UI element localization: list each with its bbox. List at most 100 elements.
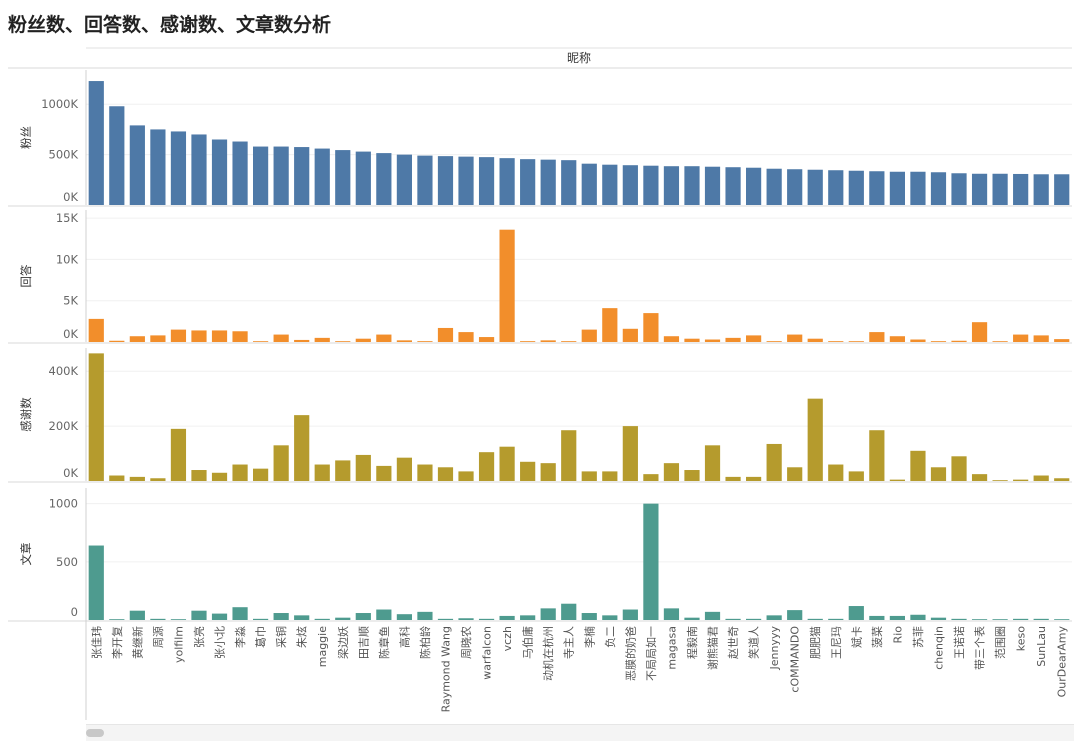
x-tick-label: 葛巾 (254, 626, 268, 648)
bar-感谢数-张亮 (191, 470, 207, 481)
bar-文章-田吉顺 (355, 613, 371, 620)
x-tick-label: 动机在杭州 (541, 626, 555, 681)
bar-感谢数-王诺诺 (951, 456, 967, 481)
bar-回答-采铜 (273, 334, 289, 342)
series-label-3: 感谢数 (19, 397, 33, 432)
bar-粉丝-田吉顺 (355, 151, 371, 205)
y-tick-label: 0K (63, 190, 78, 204)
bar-回答-程毅南 (684, 338, 700, 342)
bar-感谢数-带三个表 (971, 474, 988, 481)
bar-文章-动机在杭州 (540, 608, 556, 620)
bar-粉丝-采铜 (273, 146, 289, 205)
x-tick-label: warfalcon (481, 626, 494, 680)
x-tick-label: cOMMANDO (789, 626, 802, 693)
bar-回答-magasa (663, 336, 680, 342)
x-tick-label: 负二 (603, 626, 617, 648)
bar-粉丝-斌卡 (848, 170, 864, 205)
y-tick-label: 1000 (49, 497, 78, 511)
bar-感谢数-OurDearAmy (1054, 478, 1070, 481)
bar-粉丝-magasa (663, 166, 680, 205)
bar-感谢数-黄继新 (129, 476, 145, 481)
panel-3: 0K 200K 400K 感谢数 (8, 348, 1072, 483)
y-tick-label: 400K (49, 364, 79, 378)
bar-文章-梁边妖 (335, 617, 351, 620)
bar-感谢数-yolfilm (170, 428, 187, 481)
y-tick-label: 1000K (41, 97, 78, 111)
x-tick-label: 程毅南 (685, 626, 699, 659)
bar-回答-张小北 (211, 330, 228, 342)
bar-粉丝-带三个表 (971, 173, 988, 205)
bar-文章-范围圈 (992, 619, 1008, 620)
bar-回答-cOMMANDO (787, 334, 803, 342)
bar-粉丝-谢熊猫君 (704, 166, 721, 205)
bar-感谢数-keso (1013, 479, 1029, 481)
horizontal-scrollbar[interactable] (86, 724, 1074, 741)
bar-粉丝-陈章鱼 (376, 153, 392, 205)
x-tick-label: 王尼玛 (830, 626, 843, 659)
y-tick-label: 0 (71, 605, 78, 619)
bar-感谢数-负二 (602, 471, 618, 481)
x-tick-label: 不局局如一 (644, 626, 658, 681)
bar-回答-陈章鱼 (376, 334, 392, 342)
bar-文章-张亮 (191, 610, 207, 620)
bar-回答-苏菲 (910, 339, 926, 342)
bar-回答-带三个表 (971, 322, 988, 342)
bar-感谢数-笑道人 (746, 476, 762, 481)
x-tick-label: 笑道人 (747, 626, 761, 659)
bar-文章-不局局如一 (643, 503, 659, 620)
bar-文章-magasa (663, 608, 680, 620)
column-header-label: 昵称 (567, 51, 591, 65)
y-tick-label: 0K (63, 327, 78, 341)
bar-回答-OurDearAmy (1054, 339, 1070, 342)
x-tick-label: yolfilm (172, 626, 185, 663)
bar-回答-李楠 (581, 329, 597, 342)
bar-回答-王尼玛 (828, 341, 844, 342)
bar-粉丝-程毅南 (684, 166, 700, 205)
x-tick-label: 陈柏龄 (418, 626, 432, 659)
bar-回答-肥肥猫 (807, 338, 823, 342)
bar-回答-SunLau (1033, 335, 1049, 342)
bar-粉丝-yolfilm (170, 131, 187, 205)
bar-粉丝-vczh (499, 158, 515, 205)
bar-感谢数-张小北 (211, 472, 228, 481)
bar-粉丝-黄继新 (129, 125, 145, 205)
x-tick-label: 张亮 (192, 626, 206, 648)
bar-回答-黄继新 (129, 336, 145, 342)
bar-回答-Jennyyy (766, 341, 782, 342)
bar-文章-葛巾 (253, 618, 269, 620)
bar-回答-梁边妖 (335, 341, 351, 342)
bar-文章-笑道人 (746, 618, 762, 620)
bar-粉丝-周晓农 (458, 156, 474, 205)
bar-粉丝-高科 (396, 154, 412, 205)
bar-回答-赵世奇 (725, 337, 741, 342)
bar-文章-vczh (499, 615, 515, 620)
bar-感谢数-高科 (396, 457, 412, 481)
bar-感谢数-梁边妖 (335, 460, 351, 481)
x-tick-label: 菠菜 (871, 626, 884, 648)
bar-粉丝-肥肥猫 (807, 169, 823, 205)
bar-粉丝-寺主人 (561, 160, 577, 205)
bar-回答-keso (1013, 334, 1029, 342)
bar-文章-肥肥猫 (807, 618, 823, 620)
bar-粉丝-梁边妖 (335, 150, 351, 205)
bar-粉丝-Rio (889, 171, 905, 205)
x-tick-label: OurDearAmy (1056, 626, 1069, 698)
bar-文章-带三个表 (971, 619, 988, 620)
bar-感谢数-maggie (314, 464, 330, 481)
bar-感谢数-马伯庸 (520, 461, 536, 481)
bar-粉丝-warfalcon (478, 157, 495, 205)
bar-文章-采铜 (273, 613, 289, 620)
bar-回答-张佳玮 (88, 318, 104, 342)
bar-文章-李淼 (232, 607, 248, 620)
x-tick-label: 朱炫 (295, 626, 309, 648)
bar-文章-马伯庸 (520, 615, 536, 620)
bar-回答-谢熊猫君 (704, 339, 721, 342)
bar-文章-OurDearAmy (1054, 619, 1070, 620)
bar-感谢数-cOMMANDO (787, 467, 803, 481)
bar-文章-陈章鱼 (376, 609, 392, 620)
bar-粉丝-李淼 (232, 141, 248, 205)
scrollbar-thumb[interactable] (86, 729, 104, 737)
bar-回答-张亮 (191, 330, 207, 342)
bar-文章-苏菲 (910, 614, 926, 620)
bar-粉丝-动机在杭州 (540, 159, 556, 205)
